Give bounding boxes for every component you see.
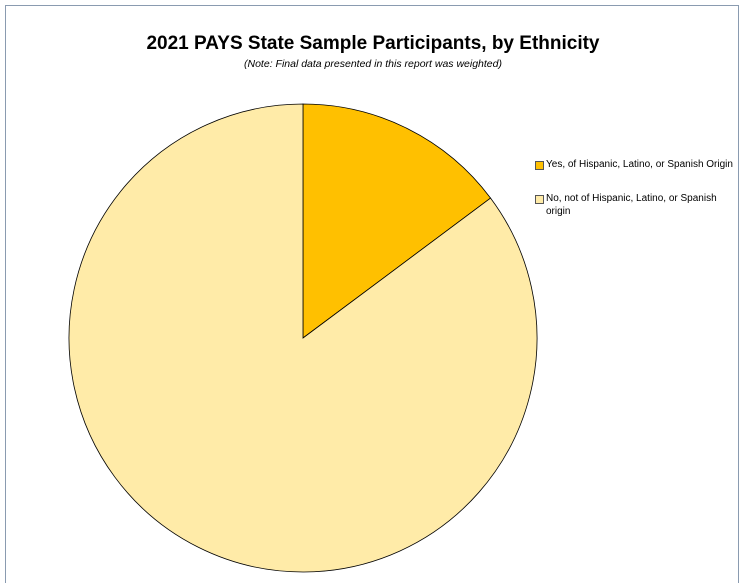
chart-title: 2021 PAYS State Sample Participants, by … [146,33,600,54]
legend: Yes, of Hispanic, Latino, or Spanish Ori… [535,158,740,239]
pie-slice-no [68,103,538,573]
chart-subtitle: (Note: Final data presented in this repo… [244,58,502,70]
pie-slice-yes [302,103,492,339]
legend-swatch-yes [535,161,544,170]
legend-label-yes: Yes, of Hispanic, Latino, or Spanish Ori… [546,159,733,170]
legend-swatch-no [535,195,544,204]
legend-item-yes: Yes, of Hispanic, Latino, or Spanish Ori… [535,158,740,171]
legend-label-no: No, not of Hispanic, Latino, or Spanish … [546,193,717,217]
legend-item-no: No, not of Hispanic, Latino, or Spanish … [535,192,740,218]
